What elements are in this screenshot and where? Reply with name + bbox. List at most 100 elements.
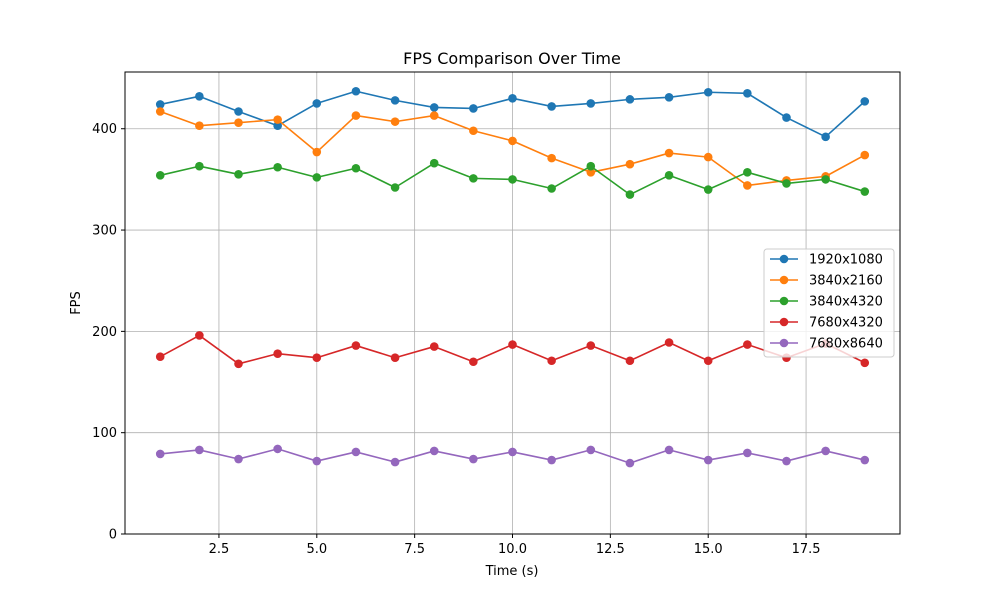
x-tick-label: 15.0 <box>694 542 723 557</box>
data-point-7680x8640 <box>821 446 830 456</box>
data-point-7680x8640 <box>547 455 556 465</box>
data-point-7680x4320 <box>273 349 282 358</box>
series-7680x8640 <box>155 444 870 468</box>
data-point-1920x1080 <box>195 92 204 101</box>
data-point-3840x4320 <box>860 187 870 196</box>
data-point-7680x8640 <box>195 445 204 455</box>
data-point-7680x4320 <box>312 353 322 363</box>
x-axis: 2.5 5.0 7.5 10.0 12.5 15.0 17.5 <box>209 534 821 557</box>
data-point-3840x2160 <box>155 107 165 116</box>
legend-items: 1920x1080 3840x2160 3840x4320 7680x4320 7680… <box>770 253 883 352</box>
data-point-7680x8640 <box>586 445 596 455</box>
data-point-3840x4320 <box>821 175 830 184</box>
data-point-3840x4320 <box>625 190 635 199</box>
data-point-7680x4320 <box>860 358 870 368</box>
data-point-3840x2160 <box>625 159 635 169</box>
legend-item-7680x8640: 7680x8640 <box>770 337 883 352</box>
data-point-1920x1080 <box>312 99 322 108</box>
data-point-7680x4320 <box>429 342 439 351</box>
data-point-3840x2160 <box>547 153 556 163</box>
y-tick-label: 0 <box>109 528 117 543</box>
data-point-7680x4320 <box>508 340 517 349</box>
data-point-3840x4320 <box>664 171 674 180</box>
data-point-7680x4320 <box>195 331 204 340</box>
y-tick-label: 100 <box>92 426 117 441</box>
data-point-1920x1080 <box>860 97 870 106</box>
data-point-3840x2160 <box>312 147 322 157</box>
legend-label: 3840x4320 <box>809 295 883 310</box>
legend-item-1920x1080: 1920x1080 <box>770 253 883 268</box>
data-point-3840x4320 <box>429 158 439 168</box>
legend-marker <box>779 338 789 348</box>
data-point-7680x8640 <box>860 455 870 465</box>
data-point-7680x8640 <box>782 456 791 466</box>
data-point-3840x2160 <box>664 148 674 158</box>
data-point-3840x4320 <box>703 185 713 194</box>
x-axis-title: Time (s) <box>485 564 539 579</box>
data-point-3840x2160 <box>429 111 439 120</box>
data-point-7680x8640 <box>351 447 361 457</box>
x-tick-label: 10.0 <box>498 542 527 557</box>
data-point-3840x4320 <box>547 184 556 193</box>
data-point-7680x8640 <box>469 454 478 464</box>
data-point-7680x8640 <box>703 455 713 465</box>
data-point-7680x8640 <box>234 454 243 464</box>
data-point-7680x4320 <box>664 338 674 347</box>
data-point-3840x2160 <box>195 121 204 130</box>
data-point-7680x4320 <box>469 357 478 367</box>
data-point-3840x2160 <box>743 181 752 190</box>
data-point-3840x4320 <box>469 174 478 183</box>
legend-marker <box>779 296 789 306</box>
x-tick-label: 7.5 <box>404 542 425 557</box>
data-point-3840x2160 <box>586 168 596 177</box>
data-point-1920x1080 <box>664 93 674 102</box>
y-tick-label: 200 <box>92 325 117 340</box>
data-point-1920x1080 <box>586 99 596 108</box>
data-point-7680x4320 <box>390 353 400 363</box>
data-point-1920x1080 <box>273 121 282 130</box>
data-point-3840x4320 <box>155 171 165 180</box>
series-3840x2160 <box>155 107 870 190</box>
data-point-7680x8640 <box>664 445 674 455</box>
data-point-3840x4320 <box>351 163 361 173</box>
data-point-7680x8640 <box>273 444 282 454</box>
legend-item-7680x4320: 7680x4320 <box>770 316 883 331</box>
y-tick-label: 400 <box>92 122 117 137</box>
data-point-1920x1080 <box>703 87 713 97</box>
legend-label: 7680x4320 <box>809 316 883 331</box>
data-point-7680x8640 <box>312 456 322 466</box>
data-point-7680x8640 <box>743 448 752 458</box>
data-point-3840x4320 <box>312 173 322 182</box>
x-tick-label: 2.5 <box>209 542 230 557</box>
data-point-7680x4320 <box>743 340 752 349</box>
legend-box <box>763 248 895 358</box>
data-point-1920x1080 <box>469 104 478 113</box>
series-layer <box>155 86 870 468</box>
legend-marker <box>779 317 789 327</box>
y-axis: 0 100 200 300 400 <box>92 122 125 543</box>
data-point-3840x2160 <box>351 111 361 120</box>
chart-title: FPS Comparison Over Time <box>403 49 621 68</box>
data-point-1920x1080 <box>234 107 243 116</box>
data-point-1920x1080 <box>782 113 791 122</box>
legend: 1920x1080 3840x2160 3840x4320 7680x4320 7680… <box>763 248 895 358</box>
data-point-7680x8640 <box>390 457 400 467</box>
data-point-3840x4320 <box>743 168 752 177</box>
legend-label: 1920x1080 <box>809 253 883 268</box>
data-point-3840x2160 <box>234 118 243 127</box>
data-point-3840x4320 <box>390 183 400 192</box>
legend-label: 7680x8640 <box>809 337 883 352</box>
data-point-1920x1080 <box>821 132 830 142</box>
x-tick-label: 12.5 <box>596 542 625 557</box>
data-point-3840x2160 <box>469 126 478 136</box>
data-point-7680x8640 <box>155 449 165 459</box>
data-point-1920x1080 <box>351 86 361 96</box>
data-point-7680x8640 <box>429 446 439 456</box>
data-point-7680x4320 <box>155 352 165 362</box>
data-point-3840x4320 <box>234 170 243 179</box>
legend-marker <box>779 254 789 264</box>
legend-label: 3840x2160 <box>809 274 883 289</box>
data-point-7680x4320 <box>234 359 243 369</box>
data-point-7680x8640 <box>508 447 517 457</box>
